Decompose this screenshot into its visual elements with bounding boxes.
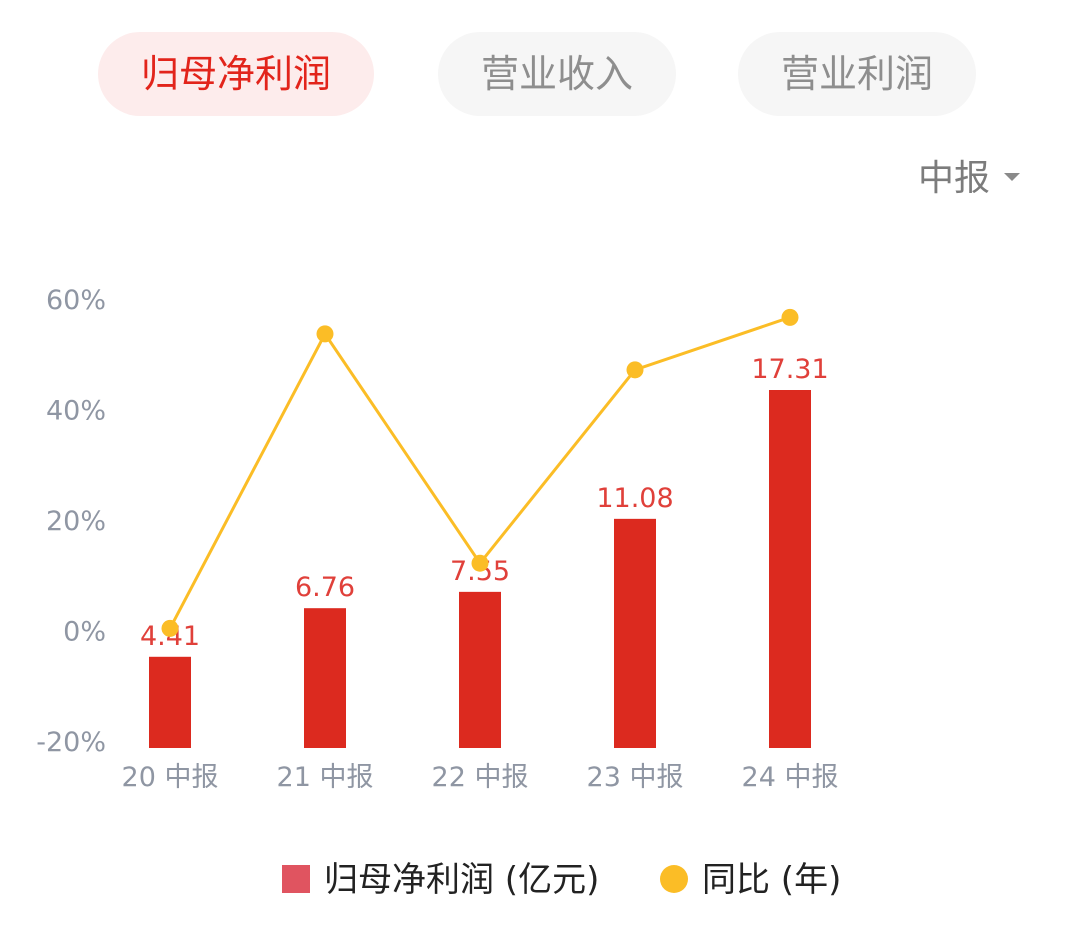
yoy-point[interactable] — [316, 325, 334, 343]
legend-bar-swatch — [282, 864, 310, 893]
tab-net-profit[interactable]: 归母净利润 — [98, 32, 374, 116]
legend-item-bar[interactable]: 归母净利润 (亿元) — [282, 852, 599, 908]
profit-bar[interactable] — [614, 518, 656, 748]
x-tick-label: 23 中报 — [587, 762, 684, 793]
tab-revenue[interactable]: 营业收入 — [438, 32, 676, 116]
period-label: 中报 — [918, 158, 991, 199]
yoy-point[interactable] — [161, 619, 179, 637]
yoy-point[interactable] — [471, 554, 489, 572]
x-tick-label: 20 中报 — [122, 762, 219, 793]
profit-bar[interactable] — [149, 656, 191, 748]
y-tick-label: -20% — [36, 727, 106, 758]
yoy-point[interactable] — [626, 361, 644, 379]
tab-operating-profit[interactable]: 营业利润 — [738, 32, 976, 116]
caret-down-icon — [1004, 173, 1021, 181]
y-tick-label: 60% — [46, 285, 106, 316]
yoy-point[interactable] — [781, 308, 799, 326]
bar-value-label: 6.76 — [295, 572, 355, 603]
chart-legend: 归母净利润 (亿元) 同比 (年) — [0, 852, 1080, 908]
y-tick-label: 0% — [63, 617, 106, 648]
bar-value-label: 11.08 — [596, 483, 673, 514]
legend-line-swatch — [660, 864, 688, 893]
y-tick-label: 40% — [46, 396, 106, 427]
profit-bar[interactable] — [769, 390, 811, 748]
legend-item-line[interactable]: 同比 (年) — [660, 852, 841, 908]
legend-bar-label: 归母净利润 (亿元) — [324, 860, 600, 900]
bar-value-label: 17.31 — [751, 354, 828, 385]
legend-line-label: 同比 (年) — [702, 860, 842, 900]
y-tick-label: 20% — [46, 506, 106, 537]
x-tick-label: 22 中报 — [432, 762, 529, 793]
profit-bar[interactable] — [459, 591, 501, 748]
period-selector[interactable]: 中报 — [918, 155, 1021, 203]
x-tick-label: 21 中报 — [277, 762, 374, 793]
metric-tabs: 归母净利润 营业收入 营业利润 — [0, 32, 1080, 116]
profit-bar[interactable] — [304, 608, 346, 748]
x-tick-label: 24 中报 — [742, 762, 839, 793]
